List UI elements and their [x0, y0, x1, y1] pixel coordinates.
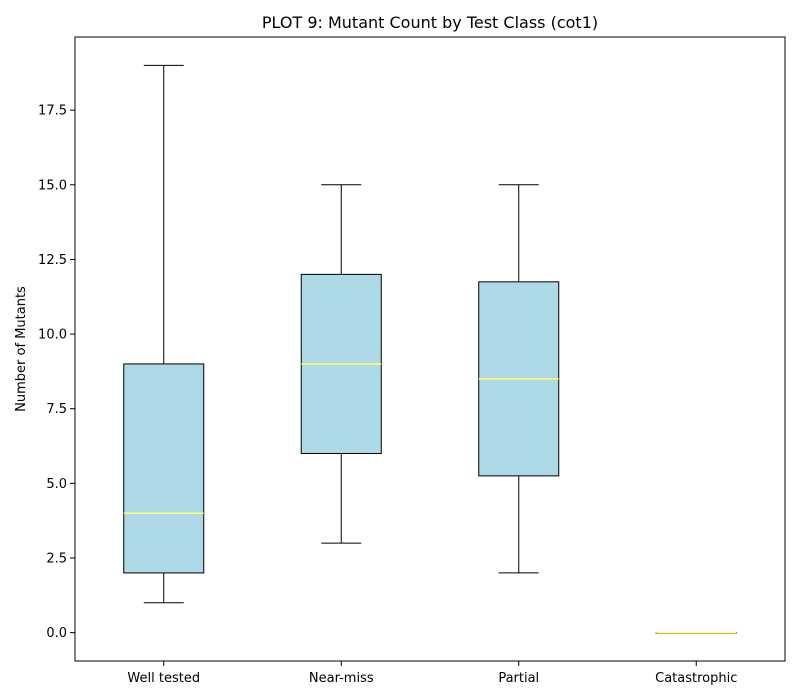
y-tick-label: 12.5	[38, 253, 67, 268]
y-tick-label: 17.5	[38, 104, 67, 119]
y-tick-label: 2.5	[46, 551, 67, 566]
plot-area: 0.0 2.5 5.0 7.5 10.0 12.5 15.0 17.5 Well tested N…	[38, 64, 737, 686]
y-tick-label: 0.0	[46, 626, 67, 641]
y-tick-label: 5.0	[46, 477, 67, 492]
y-tick-label: 7.5	[46, 402, 67, 417]
x-tick-label: Near-miss	[309, 671, 374, 686]
y-tick-label: 10.0	[38, 328, 67, 343]
chart-title: PLOT 9: Mutant Count by Test Class (cot1…	[262, 13, 598, 32]
x-tick-label: Well tested	[127, 671, 200, 686]
y-axis-label: Number of Mutants	[14, 286, 29, 412]
x-tick-label: Partial	[498, 671, 539, 686]
box-body	[123, 363, 205, 574]
plot-frame	[74, 36, 786, 662]
y-tick-label: 15.0	[38, 178, 67, 193]
x-tick-label: Catastrophic	[655, 671, 737, 686]
